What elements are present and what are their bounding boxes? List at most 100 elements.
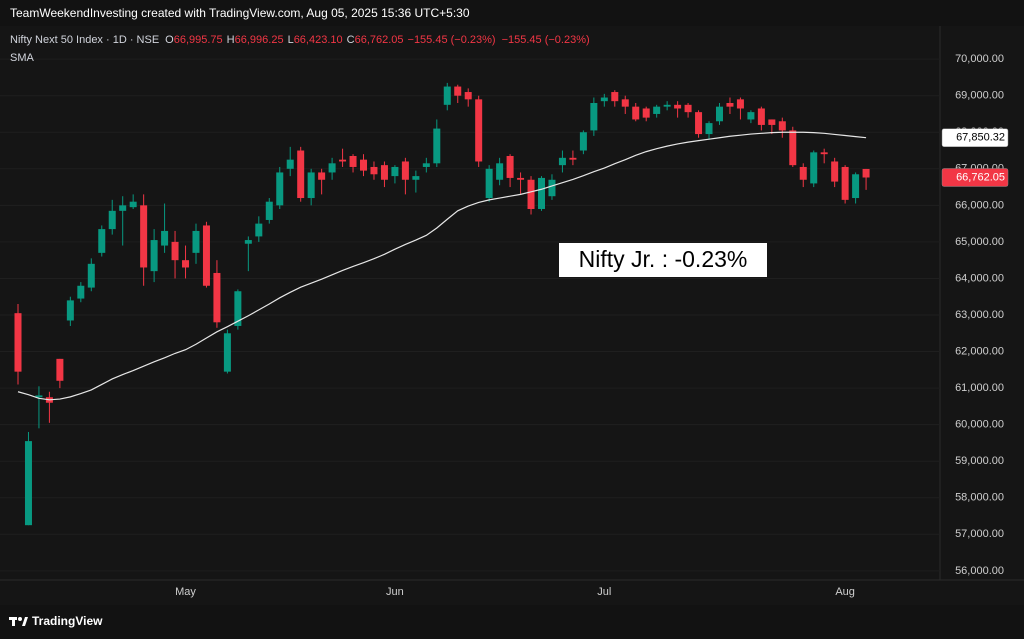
candle-body	[600, 97, 608, 102]
candle-body	[454, 86, 462, 96]
candle-body	[77, 285, 85, 299]
candle-body	[695, 112, 703, 135]
sma-line	[17, 131, 867, 401]
candle-body	[349, 156, 357, 167]
candle-body	[538, 177, 545, 209]
price-tag-label: 67,850.32	[956, 132, 1005, 144]
candle-body	[56, 358, 64, 381]
y-tick-label: 60,000.00	[955, 419, 1004, 431]
candle-body	[705, 123, 713, 135]
legend-value: 66,995.75	[173, 34, 223, 46]
candle-body	[98, 229, 106, 253]
candle-body	[182, 260, 190, 268]
candle-body	[297, 150, 305, 199]
candle-body	[496, 163, 504, 180]
legend-field: L66,423.10	[288, 34, 343, 46]
legend: Nifty Next 50 Index · 1D · NSE O66,995.75…	[10, 34, 596, 46]
y-tick-label: 64,000.00	[955, 272, 1004, 284]
candle-body	[108, 210, 116, 230]
candle-body	[401, 161, 409, 180]
x-tick-label: Aug	[835, 586, 855, 598]
price-tag-label: 66,762.05	[956, 171, 1005, 183]
candle-body	[14, 313, 22, 372]
candle-body	[213, 272, 221, 323]
price-tag	[941, 168, 1009, 187]
header-bar	[0, 0, 1024, 26]
y-tick-label: 65,000.00	[955, 236, 1004, 248]
candle-body	[799, 166, 807, 180]
x-tick-label: May	[175, 586, 196, 598]
y-tick-label: 57,000.00	[955, 528, 1004, 540]
candle-body	[255, 223, 263, 237]
legend-value: 66,996.25	[234, 34, 284, 46]
candle-body	[433, 128, 441, 164]
candle-body	[621, 99, 629, 107]
candle-body	[370, 166, 378, 175]
candle-body	[789, 130, 797, 166]
candle-body	[339, 159, 347, 162]
candle-body	[558, 157, 566, 166]
candle-body	[590, 103, 598, 131]
annotation-box	[559, 243, 767, 277]
footer-bar	[0, 605, 1024, 639]
legend-field: C66,762.05	[347, 34, 404, 46]
annotation: Nifty Jr. : -0.23%	[579, 246, 748, 272]
candle-body	[66, 300, 74, 321]
candle-body	[768, 119, 776, 125]
candle-body	[548, 179, 556, 197]
candle-body	[611, 92, 619, 102]
candle-body	[464, 92, 472, 100]
candle-body	[506, 156, 514, 178]
candle-body	[632, 106, 640, 120]
candle-body	[171, 241, 179, 261]
candle-body	[747, 112, 755, 120]
y-tick-label: 70,000.00	[955, 53, 1004, 65]
candle-body	[192, 230, 200, 253]
candle-body	[286, 159, 294, 169]
candle-body	[307, 172, 315, 199]
y-tick-label: 61,000.00	[955, 382, 1004, 394]
x-tick-label: Jun	[386, 586, 404, 598]
candle-body	[202, 225, 210, 286]
candle-body	[726, 103, 734, 107]
x-tick-label: Jul	[597, 586, 611, 598]
candle-body	[35, 395, 43, 398]
candle-body	[852, 174, 860, 199]
candle-body	[24, 441, 32, 526]
legend-value: 66,762.05	[354, 34, 404, 46]
candle-body	[328, 163, 336, 173]
candle-body	[129, 201, 137, 208]
candle-body	[684, 104, 692, 113]
candle-body	[150, 240, 158, 272]
candle-body	[841, 166, 849, 200]
candle-body	[318, 172, 326, 180]
candle-body	[87, 263, 95, 288]
candle-body	[223, 333, 231, 372]
candle-body	[527, 179, 535, 209]
candle-body	[715, 106, 723, 122]
candle-body	[642, 108, 650, 118]
candle-body	[244, 240, 252, 244]
candle-body	[265, 201, 273, 220]
candle-body	[380, 165, 388, 180]
candle-body	[653, 106, 661, 114]
candle-body	[579, 132, 587, 151]
candle-body	[663, 104, 671, 107]
legend-key: L	[287, 34, 294, 46]
price-tag	[941, 128, 1009, 147]
credit: TeamWeekendInvesting created with Tradin…	[10, 6, 470, 20]
brand-logo	[9, 617, 28, 626]
legend-field: H66,996.25	[227, 34, 284, 46]
candle-body	[119, 205, 127, 211]
candle-body	[674, 104, 682, 109]
candle-body	[569, 157, 577, 160]
legend-sma: SMA	[10, 52, 34, 64]
legend-key: O	[165, 34, 174, 46]
candle-body	[412, 176, 420, 180]
candle-body	[360, 159, 368, 171]
candle-body	[831, 161, 839, 182]
candle-body	[485, 168, 493, 199]
candle-body	[778, 121, 786, 131]
y-tick-label: 58,000.00	[955, 492, 1004, 504]
